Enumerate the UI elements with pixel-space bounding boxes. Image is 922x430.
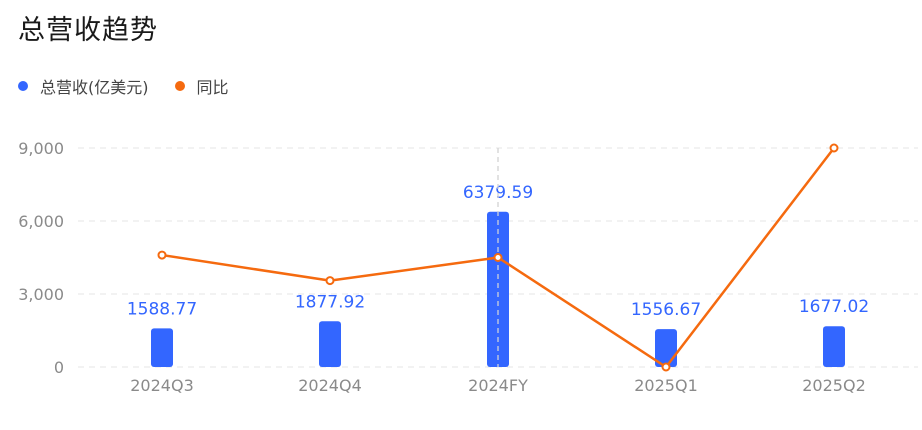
bar-data-label: 1677.02 — [799, 297, 869, 317]
y-tick-label: 0 — [54, 358, 64, 377]
x-tick-label: 2024Q3 — [130, 376, 194, 395]
yoy-point — [661, 362, 671, 372]
y-tick-label: 3,000 — [18, 285, 64, 304]
yoy-point — [325, 276, 335, 286]
x-tick-label: 2025Q2 — [802, 376, 866, 395]
legend: 总营收(亿美元) 同比 — [18, 74, 255, 98]
bar — [823, 326, 845, 367]
bar — [151, 328, 173, 367]
bar — [487, 211, 509, 367]
x-tick-label: 2024Q4 — [298, 376, 362, 395]
chart-title: 总营收趋势 — [18, 15, 158, 46]
legend-dot-revenue-icon — [18, 81, 28, 91]
x-tick-label: 2024FY — [468, 376, 528, 395]
bar-data-label: 1588.77 — [127, 299, 197, 319]
yoy-point — [829, 143, 839, 153]
bar-data-label: 6379.59 — [463, 183, 533, 203]
legend-label-revenue: 总营收(亿美元) — [40, 78, 149, 97]
legend-label-yoy: 同比 — [196, 78, 229, 97]
bar-data-label: 1556.67 — [631, 300, 701, 320]
legend-dot-yoy-icon — [174, 81, 185, 91]
y-tick-label: 9,000 — [18, 139, 64, 158]
bar — [655, 329, 677, 367]
yoy-point — [493, 253, 503, 262]
y-tick-label: 6,000 — [18, 212, 64, 231]
legend-item-revenue[interactable]: 总营收(亿美元) — [18, 74, 149, 98]
bar-data-label: 1877.92 — [295, 292, 365, 312]
bar — [319, 321, 341, 367]
legend-item-yoy[interactable]: 同比 — [174, 74, 229, 98]
yoy-point — [157, 250, 167, 260]
x-tick-label: 2025Q1 — [634, 376, 698, 395]
